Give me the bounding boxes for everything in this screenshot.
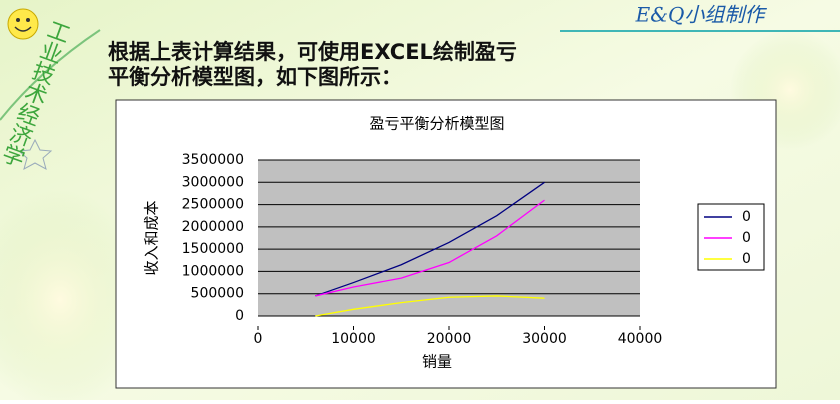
smiley-mouth: [14, 26, 32, 32]
x-axis-label: 销量: [422, 353, 452, 371]
legend-label: 0: [742, 209, 751, 225]
y-tick-label: 3500000: [182, 152, 244, 168]
x-tick-label: 20000: [427, 331, 472, 347]
y-axis-label: 收入和成本: [143, 200, 161, 275]
x-tick-label: 10000: [331, 331, 376, 347]
smiley-eye: [16, 18, 20, 22]
x-tick-label: 0: [254, 331, 263, 347]
y-tick-label: 0: [235, 308, 244, 324]
series-line: [315, 295, 545, 317]
y-tick-label: 1000000: [182, 263, 244, 279]
body-text: 平衡分析模型图，如下图所示：: [108, 65, 402, 89]
chart-title: 盈亏平衡分析模型图: [369, 115, 504, 133]
brand: E&Q小组制作: [635, 3, 768, 27]
series-line: [315, 199, 545, 297]
smiley: [7, 8, 39, 40]
series-line: [315, 181, 545, 297]
y-tick-label: 500000: [191, 286, 244, 302]
legend-label: 0: [742, 230, 751, 246]
y-tick-label: 3000000: [182, 174, 244, 190]
smiley-eye: [26, 18, 30, 22]
legend: [697, 203, 765, 271]
body-text: 根据上表计算结果，可使用EXCEL绘制盈亏: [108, 40, 517, 64]
y-tick-label: 2500000: [182, 197, 244, 213]
legend-label: 0: [742, 251, 751, 267]
flower-decor: [0, 190, 150, 404]
x-tick-label: 30000: [522, 331, 567, 347]
decor-curve: [0, 29, 101, 121]
star: [17, 138, 53, 171]
plot-area: [258, 160, 640, 316]
x-tick-label: 40000: [618, 331, 663, 347]
y-tick-label: 2000000: [182, 219, 244, 235]
y-tick-label: 1500000: [182, 241, 244, 257]
